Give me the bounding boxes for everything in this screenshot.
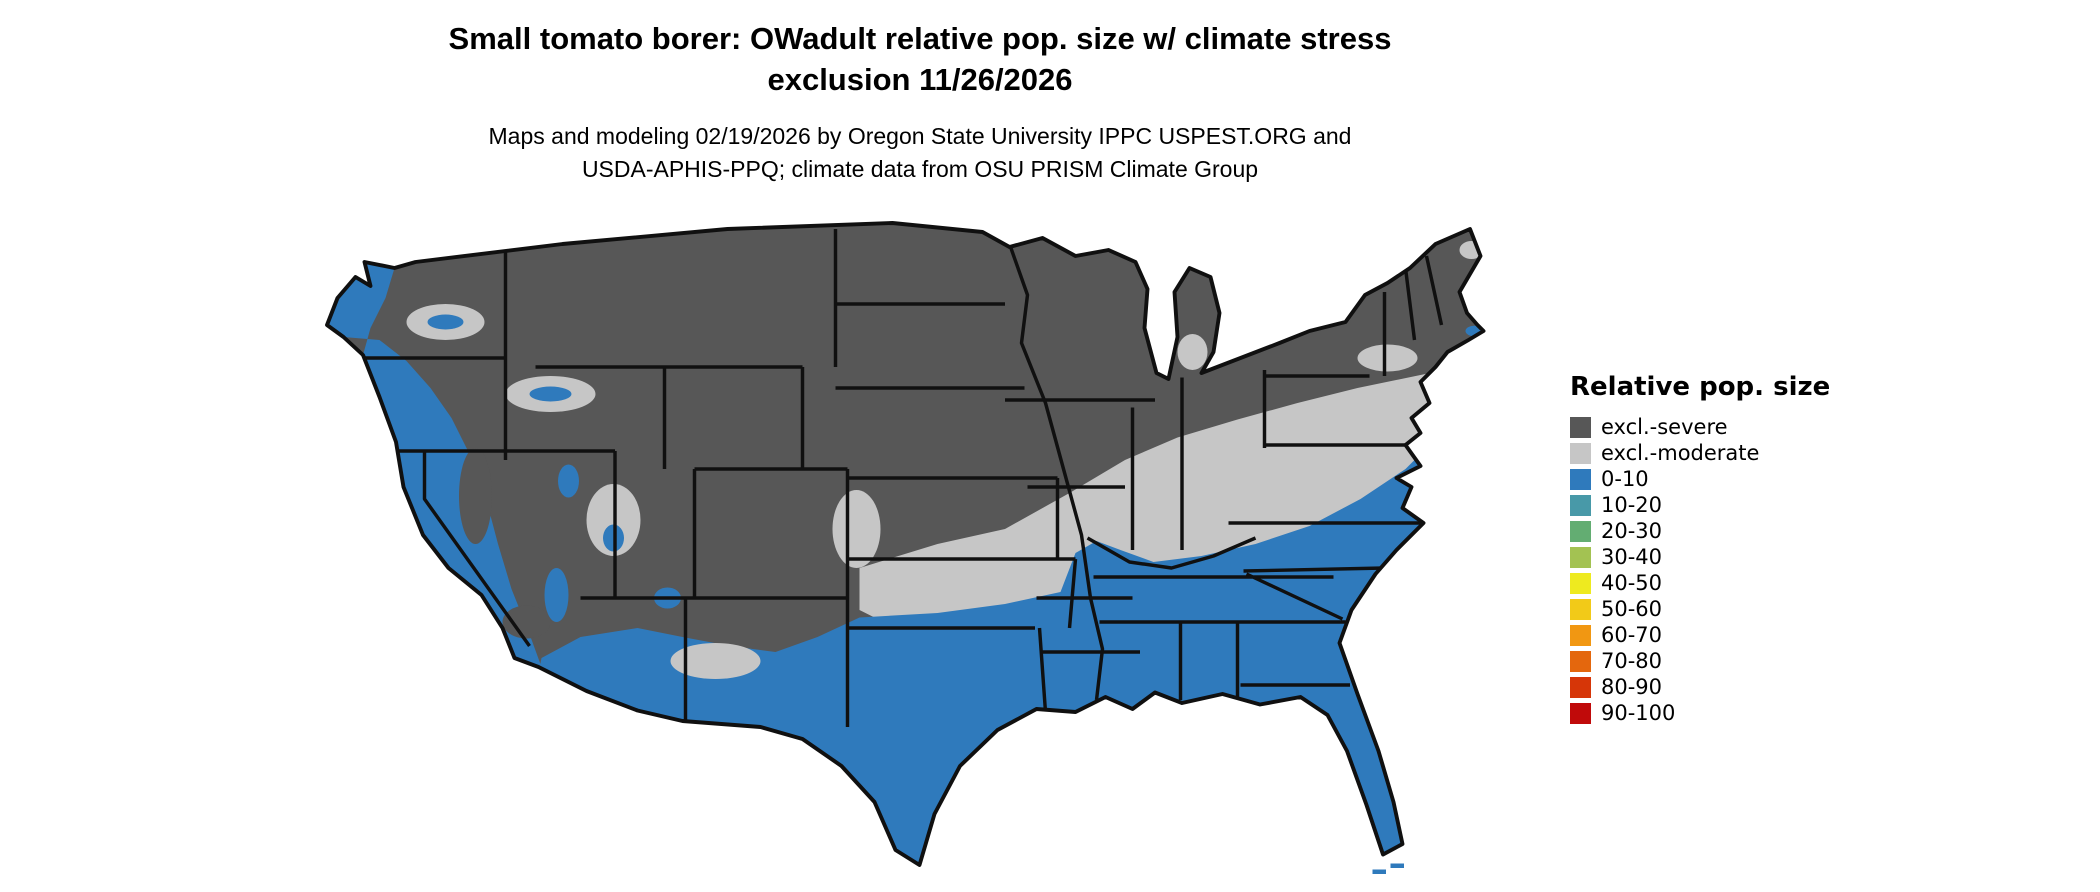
figure-subtitle-line2: USDA-APHIS-PPQ; climate data from OSU PR… [581,156,1259,182]
legend-label: 70-80 [1601,648,1663,673]
legend-swatch [1570,598,1591,620]
legend-item-80-90: 80-90 [1570,674,1830,700]
legend-items: excl.-severe excl.-moderate 0-10 10-20 20-30… [1570,414,1830,726]
legend-swatch [1570,442,1591,464]
legend-swatch [1570,494,1591,516]
legend-item-50-60: 50-60 [1570,596,1830,622]
map-region-low-west-coast [327,262,542,667]
legend-swatch [1570,546,1591,568]
figure-title: Small tomato borer: OWadult relative pop… [0,18,1840,100]
legend-swatch [1570,624,1591,646]
legend-item-10-20: 10-20 [1570,492,1830,518]
legend-label: 60-70 [1601,622,1663,647]
map-region-excl-moderate [859,370,1463,625]
legend-item-excl-moderate: excl.-moderate [1570,440,1830,466]
legend-title: Relative pop. size [1570,372,1831,402]
legend-item-70-80: 70-80 [1570,648,1830,674]
figure-subtitle: Maps and modeling 02/19/2026 by Oregon S… [0,120,1840,186]
legend-item-0-10: 0-10 [1570,466,1830,492]
legend-label: 30-40 [1601,544,1663,569]
map-patches-moderate [406,241,1484,679]
legend-label: 20-30 [1601,518,1663,543]
legend-label: excl.-severe [1601,414,1728,439]
legend-label: 0-10 [1601,466,1649,491]
legend-label: 80-90 [1601,674,1663,699]
figure-title-line1: Small tomato borer: OWadult relative pop… [448,21,1392,56]
legend-item-40-50: 40-50 [1570,570,1830,596]
legend-swatch [1570,468,1591,490]
us-map [325,221,1486,874]
us-map-container [300,205,1500,888]
legend-item-30-40: 30-40 [1570,544,1830,570]
legend-swatch [1570,676,1591,698]
legend-item-20-30: 20-30 [1570,518,1830,544]
legend-label: excl.-moderate [1601,440,1760,465]
us-outline [325,221,1486,867]
legend-swatch [1570,520,1591,542]
legend-swatch [1570,416,1591,438]
legend-swatch [1570,572,1591,594]
figure-title-line2: exclusion 11/26/2026 [767,62,1073,97]
legend-item-60-70: 60-70 [1570,622,1830,648]
legend-item-90-100: 90-100 [1570,700,1830,726]
legend-label: 90-100 [1601,700,1676,725]
legend-label: 40-50 [1601,570,1663,595]
state-borders [352,229,1444,727]
legend-item-excl-severe: excl.-severe [1570,414,1830,440]
legend-swatch [1570,650,1591,672]
legend-label: 10-20 [1601,492,1663,517]
figure-subtitle-line1: Maps and modeling 02/19/2026 by Oregon S… [488,123,1352,149]
legend-swatch [1570,702,1591,724]
legend-label: 50-60 [1601,596,1663,621]
florida-keys [1372,863,1404,874]
map-legend: Relative pop. size excl.-severe excl.-mod… [1570,372,1830,726]
map-patches-severe [459,448,551,639]
